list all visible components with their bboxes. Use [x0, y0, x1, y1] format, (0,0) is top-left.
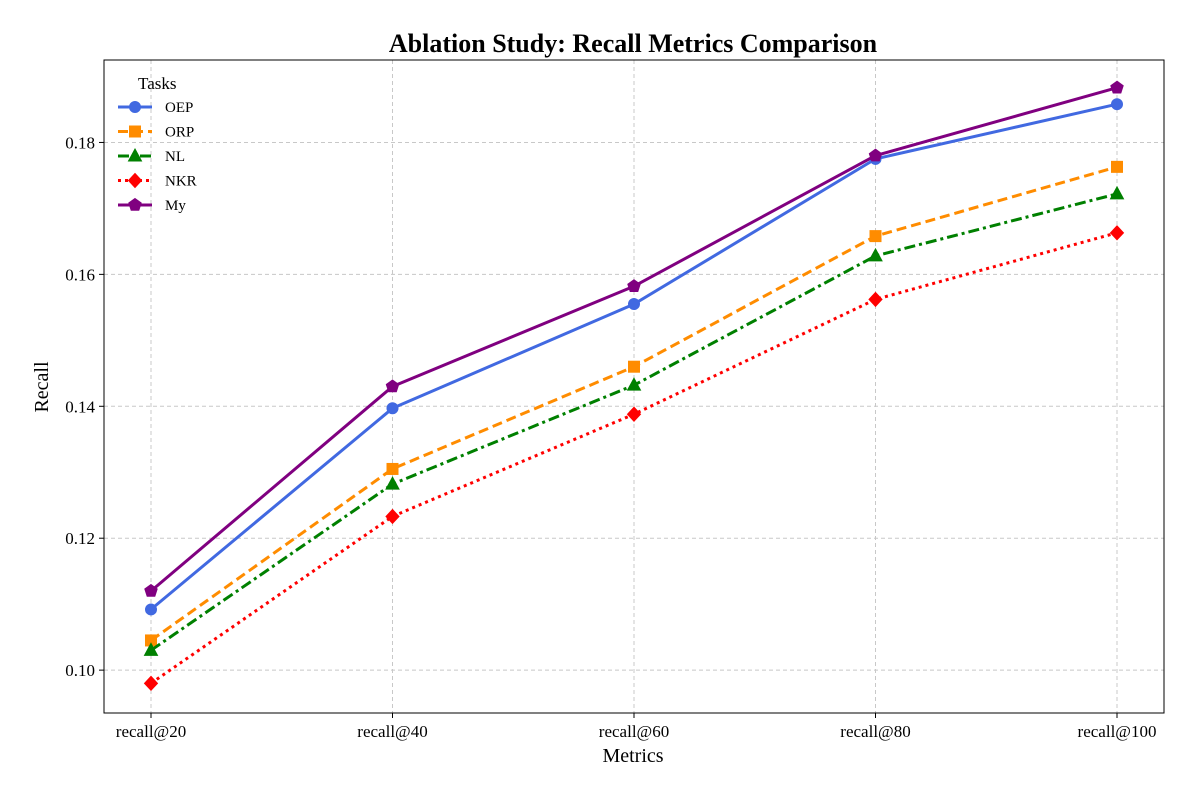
data-point-my: [385, 379, 400, 393]
x-axis-label: Metrics: [602, 745, 663, 767]
data-point-my: [868, 148, 883, 162]
gridlines: [104, 60, 1164, 713]
y-axis-label: Recall: [31, 361, 53, 413]
legend-marker-my: [128, 197, 142, 211]
series-layer: [143, 80, 1125, 692]
legend-label-my: My: [165, 198, 186, 214]
legend-marker-oep: [129, 101, 141, 113]
data-point-oep: [1111, 98, 1123, 111]
data-point-orp: [869, 230, 882, 243]
legend-title: Tasks: [138, 74, 176, 93]
data-point-oep: [628, 298, 640, 311]
data-point-my: [144, 583, 158, 597]
y-tick-label: 0.12: [65, 529, 95, 548]
data-point-nkr: [626, 406, 642, 422]
series-nl: [143, 185, 1125, 656]
data-point-nkr: [143, 675, 159, 692]
data-point-nkr: [385, 508, 400, 525]
y-tick-label: 0.18: [65, 133, 95, 152]
data-point-orp: [1111, 160, 1123, 173]
x-tick-label: recall@40: [357, 722, 427, 741]
x-tick-label: recall@60: [599, 722, 669, 741]
data-point-nkr: [1109, 225, 1125, 241]
chart-title: Ablation Study: Recall Metrics Compariso…: [389, 29, 878, 58]
y-tick-label: 0.16: [65, 265, 95, 284]
data-point-oep: [145, 603, 157, 616]
data-point-oep: [386, 402, 399, 415]
data-point-nl: [143, 642, 159, 656]
series-nkr: [143, 225, 1125, 692]
legend: Tasks OEP ORP NL NKR My: [118, 74, 197, 214]
data-point-nl: [626, 377, 642, 391]
data-point-nl: [868, 247, 883, 262]
legend-entry-my: My: [118, 197, 186, 214]
legend-entry-orp: ORP: [118, 125, 194, 141]
data-point-orp: [628, 360, 640, 373]
x-tick-label: recall@20: [116, 722, 186, 741]
x-tick-label: recall@100: [1078, 722, 1157, 741]
data-point-my: [1110, 80, 1124, 94]
data-point-nl: [385, 476, 400, 490]
y-tick-label: 0.14: [65, 397, 95, 416]
legend-label-orp: ORP: [165, 125, 194, 141]
series-orp: [145, 160, 1123, 647]
data-point-orp: [386, 462, 399, 475]
legend-entry-oep: OEP: [118, 100, 193, 116]
legend-entry-nl: NL: [118, 147, 185, 165]
data-point-nl: [1109, 185, 1125, 200]
legend-label-nkr: NKR: [165, 174, 197, 190]
legend-label-oep: OEP: [165, 100, 193, 116]
series-my: [144, 80, 1124, 597]
axis-ticks: recall@20 recall@40 recall@60 recall@80 reca…: [65, 133, 1156, 741]
legend-label-nl: NL: [165, 149, 185, 165]
legend-entry-nkr: NKR: [118, 172, 197, 190]
legend-marker-orp: [129, 125, 141, 138]
y-tick-label: 0.10: [65, 661, 95, 680]
data-point-my: [627, 279, 641, 293]
legend-marker-nl: [127, 147, 143, 162]
data-point-nkr: [868, 291, 883, 308]
legend-marker-nkr: [127, 172, 143, 189]
x-tick-label: recall@80: [840, 722, 910, 741]
